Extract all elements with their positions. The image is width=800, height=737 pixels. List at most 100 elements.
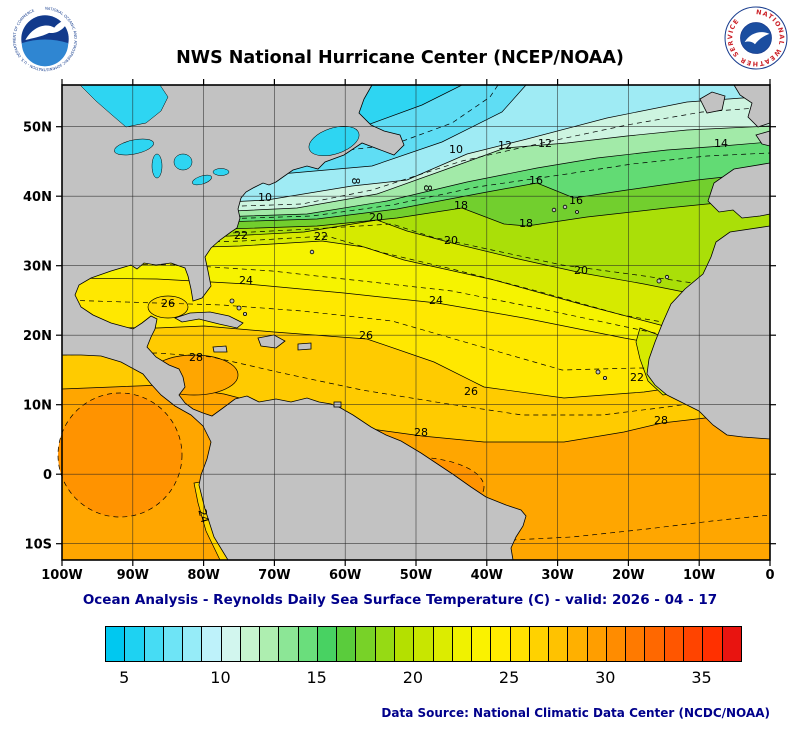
land-masses [61,84,771,561]
colorbar-cell [394,627,415,661]
lon-label: 0 [765,568,774,583]
lat-label: 10N [23,399,52,414]
land-americas [61,84,527,561]
contour-label: 16 [569,194,583,207]
lat-label: 40N [23,190,52,205]
lon-label: 30W [541,568,573,583]
contour-label: 24 [429,294,443,307]
land-africa [646,225,771,440]
land-cape-verde [595,369,601,375]
colorbar-cell [337,627,357,661]
land-iberia [707,162,771,219]
nws-logo[interactable]: NATIONAL WEATHER SERVICE [724,6,788,70]
colorbar-cell [683,627,704,661]
noaa-sea-shape [21,39,69,67]
colorbar-cell [472,627,492,661]
land-ireland [699,91,726,114]
colorbar-cell [510,627,530,661]
colorbar-cell [587,627,607,661]
colorbar-cell [125,627,145,661]
colorbar-cell [260,627,280,661]
colorbar-cell [183,627,203,661]
lon-label: 90W [117,568,149,583]
colorbar-tick-label: 5 [119,668,130,687]
inland-water [79,84,360,186]
contour-label: 24 [239,274,253,287]
colorbar-cell [626,627,646,661]
contour-label: 24 [195,508,211,525]
colorbar-tick-label: 20 [402,668,424,687]
contour-label: 16 [529,174,543,187]
contour-label: 22 [234,229,248,242]
colorbar-cell [722,627,741,661]
lon-label: 40W [471,568,503,583]
colorbar-cell [375,627,395,661]
pacific-warm-pocket [57,392,183,518]
colorbar-cell [664,627,684,661]
colorbar-cell [645,627,665,661]
colorbar-cell [240,627,261,661]
lake-huron [173,153,193,171]
data-source-text: Data Source: National Climatic Data Cent… [381,706,770,720]
gulf-26c-pocket [147,295,189,319]
colorbar-cell [106,627,126,661]
land-bahamas [229,298,235,304]
colorbar-cell [703,627,723,661]
contour-label: 18 [454,199,468,212]
colorbar-cell [549,627,569,661]
lon-label: 60W [329,568,361,583]
colorbar-cell [279,627,299,661]
contour-label: 20 [574,264,588,277]
contour-label: 22 [314,230,328,243]
land-azores [551,207,557,213]
lake-ontario [212,168,230,176]
contour-label: 12 [538,137,552,150]
contour-label: 20 [369,211,383,224]
sst-map: 10 8 8 10 12 12 14 16 16 18 18 20 20 20 22 22 22 24 24 24 26… [23,79,776,583]
lon-label: 50W [400,568,432,583]
colorbar-cell [317,627,338,661]
colorbar-cell [452,627,473,661]
contour-label: 26 [161,297,175,310]
colorbar-cell [568,627,588,661]
contour-label: 8 [349,178,362,185]
colorbar-cell [356,627,376,661]
contour-label: 10 [449,143,463,156]
contour-labels: 10 8 8 10 12 12 14 16 16 18 18 20 20 20 22 22 22 24 24 24 26… [161,137,728,525]
colorbar-cell [298,627,318,661]
lat-label: 10S [25,538,52,553]
lake-michigan [151,153,163,179]
noaa-gull-icon [25,20,69,41]
lon-label: 20W [612,568,644,583]
colorbar-tick-label: 25 [498,668,520,687]
lat-label: 50N [23,121,52,136]
land-cuba [174,311,244,329]
colorbar-cell [221,627,241,661]
contour-label: 12 [498,139,512,152]
lat-label: 20N [23,329,52,344]
lon-label: 70W [258,568,290,583]
lon-label: 100W [41,568,82,583]
land-bahamas [236,305,242,311]
colorbar [105,626,742,662]
contour-label: 28 [414,426,428,439]
contour-label: 22 [630,371,644,384]
contour-label: 14 [714,137,728,150]
colorbar-cell [414,627,434,661]
gulf-of-st-lawrence [308,126,360,156]
contour-label: 18 [519,217,533,230]
sst-map-container: 10 8 8 10 12 12 14 16 16 18 18 20 20 20 22 22 22 24 24 24 26… [23,79,776,583]
hudson-bay [79,84,169,128]
grid-lines [62,85,770,560]
contour-label: 26 [464,385,478,398]
lake-erie [192,174,212,186]
lat-label: 0 [43,468,52,483]
contour-label: 20 [444,234,458,247]
lon-label: 80W [187,568,219,583]
land-cape-verde [603,375,608,380]
colorbar-cell [491,627,511,661]
colorbar-tick-label: 35 [691,668,712,687]
colorbar-cell [144,627,164,661]
land-canary-islands [656,278,662,284]
noaa-logo[interactable]: NATIONAL OCEANIC AND ATMOSPHERIC ADMINIS… [12,6,78,72]
